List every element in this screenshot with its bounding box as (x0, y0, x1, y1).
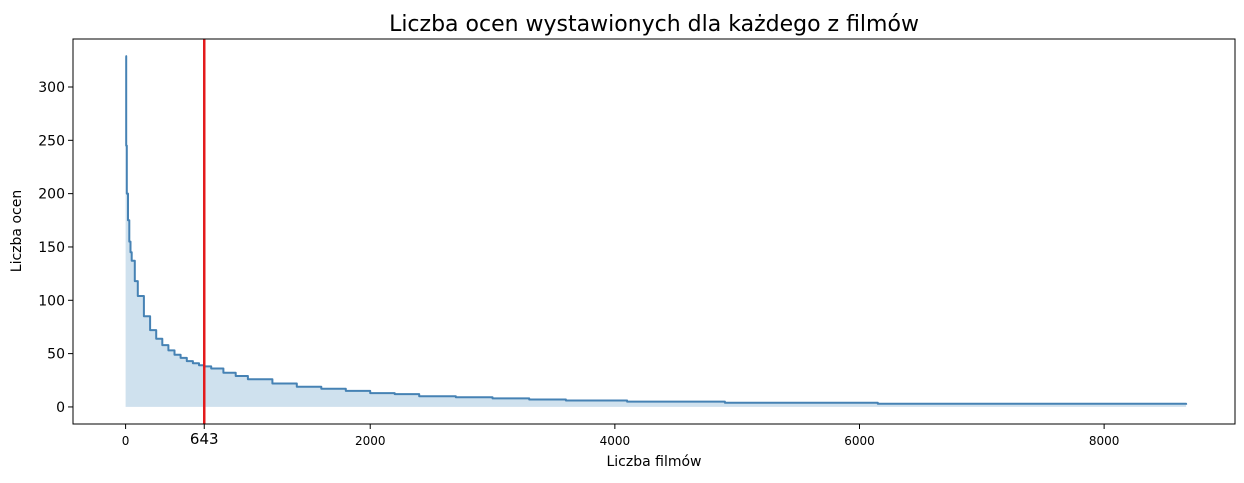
x-tick-label: 2000 (355, 434, 386, 448)
plot-area (72, 38, 1236, 425)
x-tick-label: 8000 (1089, 434, 1120, 448)
y-tick-label: 300 (38, 80, 65, 96)
y-tick-label: 0 (56, 400, 65, 416)
series-line (125, 55, 1188, 405)
x-axis-label: Liczba filmów (606, 454, 701, 470)
y-axis-label: Liczba ocen (9, 190, 25, 272)
y-tick-label: 200 (38, 187, 65, 203)
plot-frame (72, 38, 1236, 425)
y-tick-label: 100 (38, 293, 65, 309)
y-tick-label: 250 (38, 133, 65, 149)
marker-tick-label: 643 (190, 430, 219, 448)
x-tick-label: 0 (122, 434, 130, 448)
x-axis-ticks: 0 2000 4000 6000 8000 643 (122, 424, 1120, 448)
x-tick-label: 6000 (844, 434, 875, 448)
chart-title: Liczba ocen wystawionych dla każdego z f… (389, 12, 919, 37)
series-area-fill (125, 56, 1187, 407)
y-tick-label: 150 (38, 240, 65, 256)
y-tick-label: 50 (47, 347, 65, 363)
x-tick-label: 4000 (600, 434, 631, 448)
y-axis-ticks: 0 50 100 150 200 250 300 (38, 80, 73, 416)
